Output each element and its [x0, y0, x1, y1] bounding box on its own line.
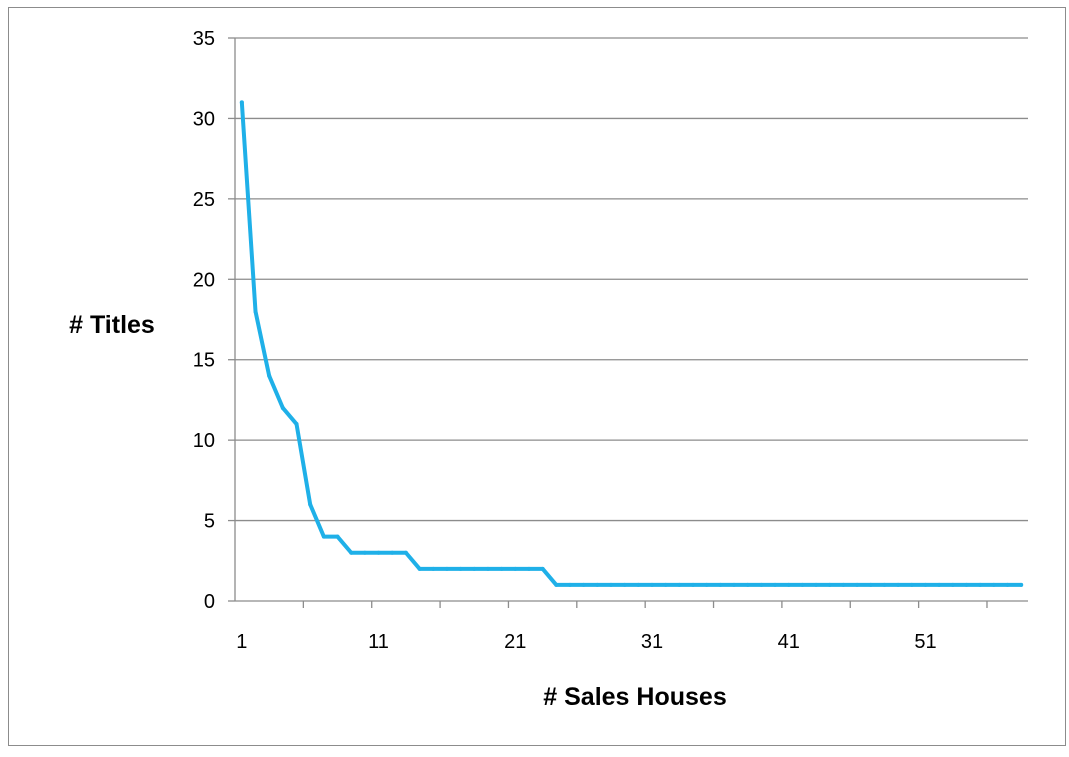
data-point	[362, 550, 367, 555]
data-point	[732, 582, 737, 587]
data-point	[896, 582, 901, 587]
y-tick-label: 0	[204, 591, 215, 613]
data-point	[349, 550, 354, 555]
data-point	[691, 582, 696, 587]
data-point	[390, 550, 395, 555]
data-point	[567, 582, 572, 587]
data-point	[417, 566, 422, 571]
data-point	[308, 502, 313, 507]
data-point	[499, 566, 504, 571]
data-point	[882, 582, 887, 587]
data-point	[458, 566, 463, 571]
data-point	[267, 373, 272, 378]
data-point	[239, 100, 244, 105]
data-point	[937, 582, 942, 587]
data-point	[650, 582, 655, 587]
data-point	[595, 582, 600, 587]
data-point	[622, 582, 627, 587]
data-point	[376, 550, 381, 555]
data-point	[280, 405, 285, 410]
y-axis-title: # Titles	[69, 311, 155, 339]
data-point	[923, 582, 928, 587]
data-point	[554, 582, 559, 587]
data-point	[964, 582, 969, 587]
data-point	[636, 582, 641, 587]
data-point	[786, 582, 791, 587]
data-point	[991, 582, 996, 587]
x-tick-label: 51	[914, 631, 936, 653]
y-tick-label: 30	[193, 108, 215, 130]
data-point	[704, 582, 709, 587]
data-point	[773, 582, 778, 587]
data-point	[950, 582, 955, 587]
x-tick-label: 31	[641, 631, 663, 653]
data-point	[718, 582, 723, 587]
x-tick-label: 21	[504, 631, 526, 653]
y-tick-label: 5	[204, 511, 215, 533]
gridlines	[235, 37, 1028, 522]
x-tick-label: 1	[236, 631, 247, 653]
axes	[228, 37, 1028, 608]
x-tick-label: 41	[778, 631, 800, 653]
data-point	[868, 582, 873, 587]
y-tick-label: 10	[193, 430, 215, 452]
data-point	[978, 582, 983, 587]
series-line	[239, 100, 1024, 587]
data-point	[335, 534, 340, 539]
data-point	[677, 582, 682, 587]
data-point	[800, 582, 805, 587]
y-tick-label: 20	[193, 269, 215, 291]
data-point	[814, 582, 819, 587]
data-point	[253, 309, 258, 314]
data-point	[526, 566, 531, 571]
series-group	[239, 100, 1024, 587]
data-point	[581, 582, 586, 587]
chart-area	[8, 7, 1066, 746]
x-tick-label: 11	[368, 631, 389, 653]
data-point	[909, 582, 914, 587]
data-point	[855, 582, 860, 587]
data-point	[1005, 582, 1010, 587]
y-tick-label: 35	[193, 28, 215, 50]
data-point	[608, 582, 613, 587]
data-point	[1019, 582, 1024, 587]
data-point	[321, 534, 326, 539]
data-point	[759, 582, 764, 587]
data-point	[485, 566, 490, 571]
data-point	[513, 566, 518, 571]
data-point	[745, 582, 750, 587]
data-point	[827, 582, 832, 587]
x-axis-title: # Sales Houses	[543, 683, 726, 711]
data-point	[431, 566, 436, 571]
data-point	[444, 566, 449, 571]
y-tick-labels: 0 5 10 15 20 25 30 35	[193, 28, 215, 613]
data-point	[663, 582, 668, 587]
data-point	[841, 582, 846, 587]
y-tick-label: 15	[193, 350, 215, 372]
data-point	[540, 566, 545, 571]
y-tick-label: 25	[193, 189, 215, 211]
x-tick-labels: 1 11 21 31 41 51	[236, 631, 936, 653]
data-point	[403, 550, 408, 555]
data-point	[472, 566, 477, 571]
data-point	[294, 422, 299, 427]
